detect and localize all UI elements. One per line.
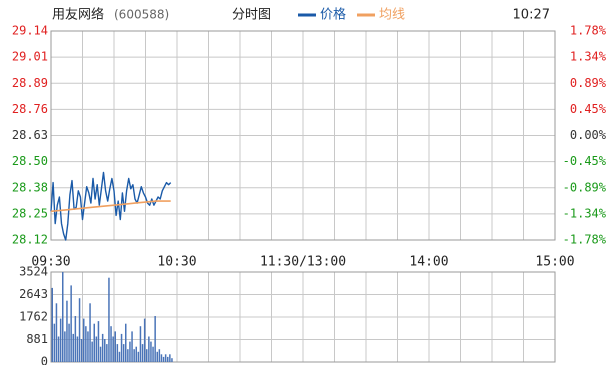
volume-bar (162, 356, 165, 362)
volume-bar (59, 318, 62, 362)
volume-bar (78, 298, 81, 362)
price-panel-border (50, 30, 556, 241)
volume-bar (76, 336, 79, 362)
percent-tick-label: 0.00% (570, 128, 607, 142)
volume-bar (104, 339, 106, 362)
legend-price-label: 价格 (320, 7, 346, 23)
volume-bar (93, 323, 95, 362)
time-tick-label: 14:00 (409, 255, 448, 270)
volume-bar (129, 341, 131, 362)
time-tick-label: 11:30/13:00 (260, 255, 346, 270)
average-series-line (50, 200, 171, 213)
volume-bar (51, 287, 53, 362)
volume-bar (164, 354, 167, 362)
volume-bar (64, 331, 66, 362)
volume-bar (127, 349, 129, 362)
volume-bar (139, 326, 142, 362)
volume-bar (97, 321, 100, 362)
volume-bar (83, 318, 85, 362)
volume-bar (91, 341, 93, 362)
volume-bar (72, 333, 74, 362)
stock-name: 用友网络 (52, 7, 104, 23)
volume-bar (114, 331, 116, 362)
volume-bar (131, 331, 133, 362)
volume-bar (62, 272, 64, 362)
price-tick-label: 28.38 (12, 180, 48, 194)
volume-bar (125, 323, 127, 362)
volume-bar (70, 285, 72, 362)
time-tick-label: 15:00 (535, 255, 574, 270)
percent-tick-label: 0.89% (570, 76, 607, 90)
volume-bar (120, 333, 123, 362)
price-tick-label: 28.76 (12, 102, 48, 116)
volume-tick-label: 1762 (19, 310, 48, 324)
percent-tick-label: 1.34% (570, 50, 607, 64)
volume-bar (133, 349, 135, 362)
volume-tick-label: 2643 (19, 287, 48, 301)
volume-panel-border (50, 271, 556, 363)
volume-bar (68, 323, 70, 362)
volume-bar (74, 316, 77, 362)
volume-bar (156, 351, 158, 362)
volume-bar (80, 339, 83, 362)
volume-bar (146, 349, 148, 362)
volume-tick-label: 881 (26, 332, 48, 346)
current-time: 10:27 (513, 8, 550, 23)
percent-tick-label: -1.34% (563, 206, 607, 220)
volume-bar (154, 316, 156, 362)
volume-bar (141, 344, 144, 362)
percent-tick-label: -1.78% (563, 233, 607, 247)
price-tick-label: 29.01 (12, 50, 48, 64)
time-tick-label: 10:30 (157, 255, 196, 270)
price-tick-label: 28.50 (12, 154, 48, 168)
time-tick-label: 09:30 (31, 255, 70, 270)
price-tick-label: 28.89 (12, 76, 48, 90)
volume-bar (135, 346, 137, 362)
price-tick-label: 28.63 (12, 128, 48, 142)
volume-bar (167, 356, 169, 362)
volume-bar (87, 331, 89, 362)
volume-bar (66, 300, 68, 362)
volume-bar (99, 346, 102, 362)
price-tick-label: 28.25 (12, 206, 48, 220)
percent-tick-label: 1.78% (570, 24, 607, 38)
volume-bar (137, 351, 140, 362)
volume-tick-label: 0 (41, 355, 48, 365)
stock-code: (600588) (114, 8, 169, 22)
volume-bar (118, 351, 121, 362)
price-tick-label: 29.14 (12, 24, 48, 38)
volume-bar (95, 336, 98, 362)
volume-bar (160, 354, 163, 362)
volume-bar (57, 336, 60, 362)
volume-bar (116, 344, 119, 362)
volume-bar (158, 349, 161, 362)
volume-bar (150, 341, 152, 362)
volume-bar (55, 303, 58, 362)
volume-bar (89, 303, 91, 362)
volume-bar (148, 336, 150, 362)
volume-bar (110, 326, 112, 362)
volume-bar (53, 323, 56, 362)
volume-bar (143, 318, 146, 362)
volume-bar (169, 354, 171, 362)
volume-bar (152, 346, 154, 362)
percent-tick-label: 0.45% (570, 102, 607, 116)
volume-bar (106, 344, 108, 362)
volume-bar (112, 336, 114, 362)
volume-tick-label: 3524 (19, 265, 48, 279)
percent-tick-label: -0.45% (563, 154, 607, 168)
price-tick-label: 28.12 (12, 233, 48, 247)
volume-bar (108, 277, 110, 362)
volume-bar (101, 333, 104, 362)
percent-tick-label: -0.89% (563, 180, 607, 194)
legend-avg-label: 均线 (379, 8, 405, 23)
volume-bar (85, 326, 87, 362)
chart-title: 分时图 (232, 8, 271, 23)
volume-bar (122, 344, 125, 362)
volume-bar (171, 358, 173, 362)
